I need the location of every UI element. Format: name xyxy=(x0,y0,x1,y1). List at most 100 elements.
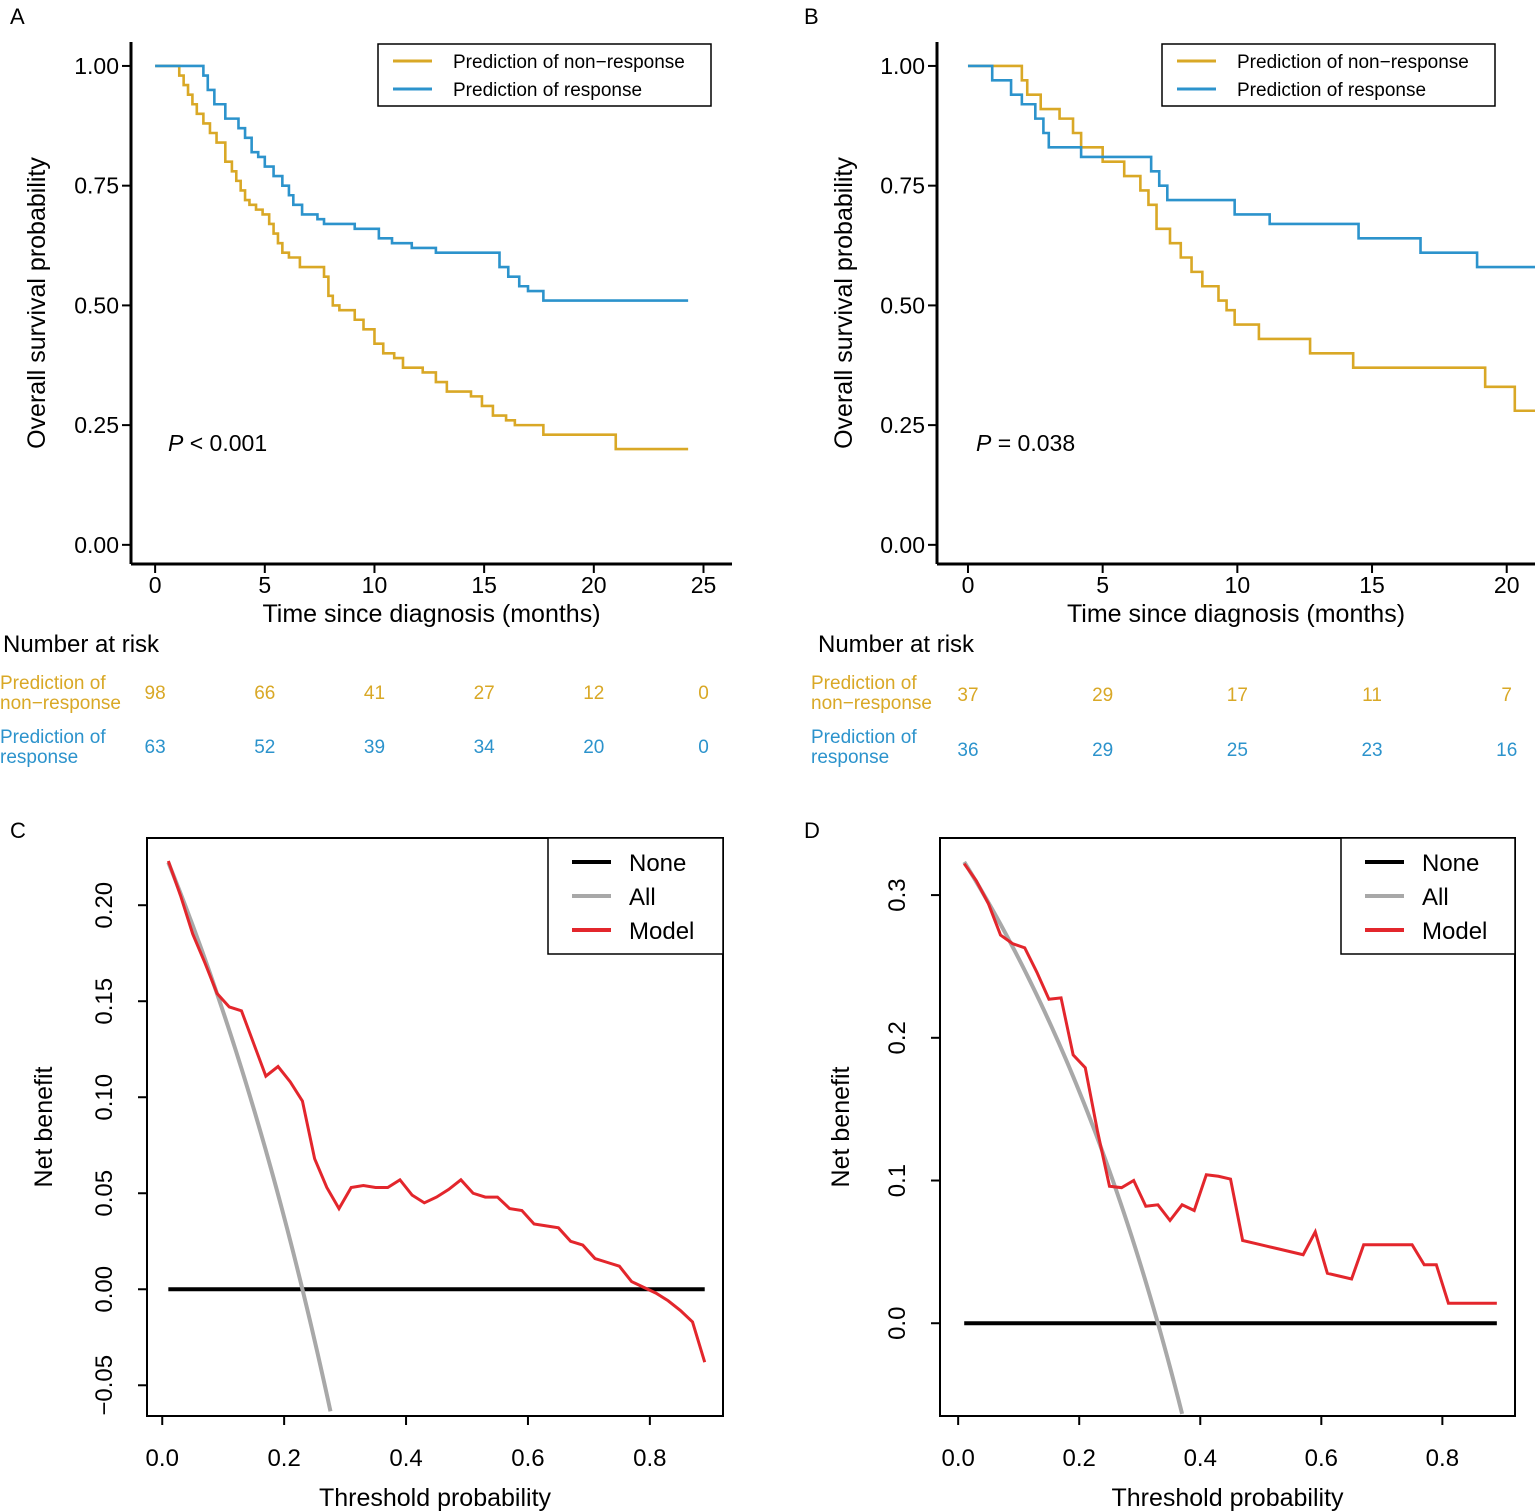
x-tick-label: 15 xyxy=(1359,572,1385,598)
risk-row-label: response xyxy=(811,747,889,768)
risk-table: Number at risk Prediction of non−response 3… xyxy=(811,631,1517,768)
risk-row-label: response xyxy=(0,747,78,768)
y-axis-title: Net benefit xyxy=(30,1066,58,1187)
y-tick-label: 1.00 xyxy=(74,53,119,79)
x-tick-label: 0 xyxy=(962,572,975,598)
legend-label: Prediction of non−response xyxy=(453,52,685,73)
x-tick-label: 0.0 xyxy=(146,1445,179,1472)
legend-label: None xyxy=(1422,850,1479,877)
p-value-symbol: P xyxy=(976,430,992,456)
risk-value: 98 xyxy=(145,683,166,704)
risk-value: 17 xyxy=(1227,685,1248,706)
y-tick-label: 0.50 xyxy=(74,292,119,318)
plot-frame xyxy=(146,837,724,1417)
p-value: P = 0.038 xyxy=(976,430,1075,456)
legend-label: Model xyxy=(1422,918,1487,945)
risk-row-label: non−response xyxy=(0,693,121,714)
risk-value: 29 xyxy=(1092,685,1113,706)
series-model-line xyxy=(962,862,1497,1305)
p-value-text: = 0.038 xyxy=(991,430,1075,456)
risk-value: 11 xyxy=(1362,685,1382,706)
x-tick-label: 0.6 xyxy=(511,1445,544,1472)
panel-label: B xyxy=(804,4,819,29)
y-tick-label: 0.1 xyxy=(884,1164,911,1197)
x-axis-title: Threshold probability xyxy=(1111,1484,1344,1511)
risk-row-label: Prediction of xyxy=(811,727,917,748)
y-tick-label: 1.00 xyxy=(880,53,925,79)
legend-label: Model xyxy=(629,918,694,945)
legend-box xyxy=(377,43,712,107)
y-tick-label: 0.20 xyxy=(91,882,118,929)
y-tick-label: 0.50 xyxy=(880,292,925,318)
y-tick-label: 0.15 xyxy=(91,978,118,1025)
risk-value: 23 xyxy=(1361,740,1382,761)
panel-label: D xyxy=(804,818,820,843)
x-tick-label: 5 xyxy=(1096,572,1109,598)
x-tick-label: 0.2 xyxy=(1063,1445,1096,1472)
panel-a: A 0 5 10 15 20 25 0.00 0.25 0.50 0.75 1.00 Time sinc… xyxy=(0,4,732,768)
y-axis-title: Overall survival probability xyxy=(23,157,51,449)
p-value: P < 0.001 xyxy=(168,430,267,456)
x-tick-label: 5 xyxy=(258,572,271,598)
legend-label: All xyxy=(629,884,656,911)
x-tick-label: 0.4 xyxy=(1184,1445,1217,1472)
legend-label: None xyxy=(629,850,686,877)
y-tick-label: 0.25 xyxy=(74,412,119,438)
x-axis-title: Time since diagnosis (months) xyxy=(1067,600,1405,628)
risk-value: 34 xyxy=(474,737,496,758)
y-tick-label: 0.00 xyxy=(91,1266,118,1313)
risk-value: 29 xyxy=(1092,740,1113,761)
series-prediction-of-response-line xyxy=(155,64,689,302)
legend-label: Prediction of non−response xyxy=(1237,52,1469,73)
x-tick-label: 25 xyxy=(691,572,717,598)
x-tick-label: 10 xyxy=(362,572,388,598)
x-tick-label: 0.4 xyxy=(389,1445,422,1472)
x-tick-label: 0 xyxy=(149,572,162,598)
risk-value: 66 xyxy=(254,683,275,704)
x-axis-title: Threshold probability xyxy=(319,1484,552,1511)
y-tick-label: 0.05 xyxy=(91,1170,118,1217)
risk-value: 27 xyxy=(474,683,495,704)
x-tick-label: 20 xyxy=(1494,572,1520,598)
risk-value: 63 xyxy=(145,737,166,758)
risk-value: 16 xyxy=(1496,740,1517,761)
panel-b: B 0 5 10 15 20 0.00 0.25 0.50 0.75 1.00 Time since … xyxy=(804,4,1535,768)
series-model-line xyxy=(166,860,707,1363)
risk-value: 25 xyxy=(1227,740,1248,761)
x-tick-label: 0.2 xyxy=(267,1445,300,1472)
legend-label: Prediction of response xyxy=(1237,80,1426,101)
panel-d: D 0.0 0.2 0.4 0.6 0.8 0.0 0.1 0.2 0.3 Threshold pr… xyxy=(804,818,1516,1511)
y-tick-label: −0.05 xyxy=(91,1355,118,1416)
legend-label: Prediction of response xyxy=(453,80,642,101)
y-axis-title: Overall survival probability xyxy=(830,157,858,449)
panel-label: C xyxy=(10,818,26,843)
panel-c: C 0.0 0.2 0.4 0.6 0.8 −0.05 0.00 0.05 0.10 0.15 0.2… xyxy=(10,818,724,1511)
risk-value: 20 xyxy=(583,737,604,758)
y-axis-title: Net benefit xyxy=(827,1066,855,1187)
risk-value: 37 xyxy=(957,685,978,706)
x-tick-label: 15 xyxy=(471,572,497,598)
x-tick-label: 10 xyxy=(1225,572,1251,598)
y-tick-label: 0.75 xyxy=(880,173,925,199)
y-tick-label: 0.10 xyxy=(91,1074,118,1121)
y-tick-label: 0.2 xyxy=(884,1021,911,1054)
y-tick-label: 0.00 xyxy=(74,532,119,558)
series-prediction-of-response-line xyxy=(967,64,1535,269)
x-tick-label: 0.0 xyxy=(941,1445,974,1472)
legend: None All Model xyxy=(1340,837,1516,955)
x-tick-label: 0.6 xyxy=(1305,1445,1338,1472)
legend-box xyxy=(1161,43,1496,107)
risk-table-title: Number at risk xyxy=(818,631,975,658)
p-value-symbol: P xyxy=(168,430,184,456)
legend: Prediction of non−response Prediction of … xyxy=(1161,43,1496,107)
risk-value: 52 xyxy=(254,737,275,758)
y-tick-label: 0.25 xyxy=(880,412,925,438)
series-prediction-of-non-response-line xyxy=(155,64,689,451)
x-axis-title: Time since diagnosis (months) xyxy=(262,600,600,628)
plot-frame xyxy=(939,837,1516,1417)
risk-row-label: Prediction of xyxy=(0,727,106,748)
risk-value: 39 xyxy=(364,737,385,758)
risk-row-label: non−response xyxy=(811,693,932,714)
